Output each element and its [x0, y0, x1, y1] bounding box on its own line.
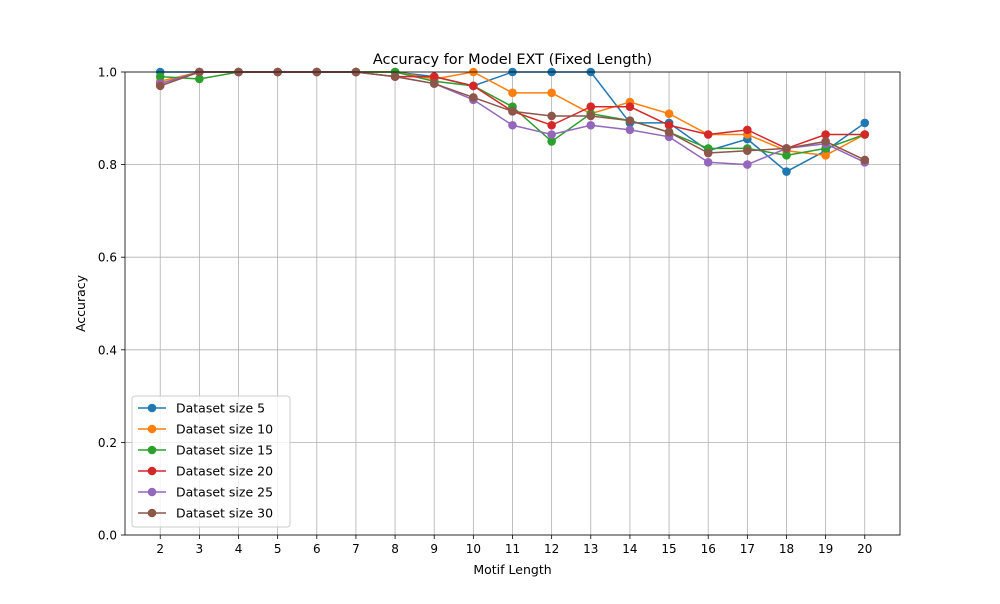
data-point: [782, 151, 791, 160]
data-point: [469, 81, 478, 91]
legend-label: Dataset size 5: [176, 401, 265, 416]
data-point: [821, 151, 830, 160]
legend-label: Dataset size 20: [176, 464, 273, 479]
x-tick-label: 7: [352, 542, 360, 556]
x-tick-label: 13: [583, 542, 598, 556]
x-tick-label: 2: [156, 542, 164, 556]
data-point: [743, 125, 752, 135]
data-point: [625, 125, 635, 135]
data-point: [429, 72, 439, 81]
legend-marker: [147, 487, 157, 497]
y-tick-label: 0.4: [98, 343, 117, 357]
data-point: [547, 88, 556, 98]
legend-item: Dataset size 20: [138, 464, 273, 479]
data-point: [860, 155, 870, 165]
data-point: [429, 79, 439, 88]
y-axis-label: Accuracy: [73, 274, 88, 332]
x-tick-label: 4: [235, 542, 243, 556]
x-tick-label: 8: [391, 542, 399, 556]
y-tick-label: 0.2: [98, 436, 117, 450]
x-tick-label: 6: [313, 542, 321, 556]
y-tick-label: 0.8: [98, 158, 117, 172]
data-point: [703, 130, 713, 139]
data-point: [586, 102, 596, 112]
plot-frame: [124, 71, 901, 536]
data-point: [664, 120, 674, 130]
x-tick-label: 17: [740, 542, 755, 556]
legend-marker: [147, 445, 157, 455]
y-tick-label: 0.0: [98, 529, 117, 543]
legend-item: Dataset size 15: [138, 443, 273, 458]
data-point: [155, 81, 165, 91]
legend-marker: [147, 403, 157, 413]
data-point: [860, 130, 870, 139]
data-point: [586, 120, 596, 130]
data-point: [547, 130, 556, 139]
data-point: [743, 146, 752, 156]
data-point: [390, 72, 400, 81]
legend-item: Dataset size 30: [138, 506, 273, 521]
data-point: [703, 148, 713, 158]
legend-label: Dataset size 10: [176, 422, 273, 437]
data-point: [508, 120, 517, 130]
x-tick-label: 12: [544, 542, 559, 556]
x-axis-label: Motif Length: [473, 562, 551, 577]
data-point: [625, 102, 635, 112]
x-tick-label: 19: [818, 542, 833, 556]
legend: Dataset size 5 Dataset size 10 Dataset siz…: [131, 395, 291, 528]
x-tick-label: 14: [622, 542, 637, 556]
legend-box: [131, 395, 291, 528]
data-point: [664, 127, 674, 137]
axes: 2 3 4 5 6 7 8 9 10 11 12 13 14 15 16 17 18 19 20 0.0 0.2 0.4 0…: [98, 66, 901, 556]
data-point: [469, 93, 478, 102]
data-point: [586, 111, 596, 121]
legend-item: Dataset size 10: [138, 422, 273, 437]
x-tick-label: 9: [430, 542, 438, 556]
x-tick-label: 16: [701, 542, 716, 556]
data-point: [155, 72, 165, 81]
data-point: [508, 107, 517, 116]
legend-item: Dataset size 25: [138, 485, 273, 500]
legend-marker: [147, 466, 157, 476]
data-point: [821, 137, 830, 146]
data-point: [821, 130, 830, 139]
legend-label: Dataset size 25: [176, 485, 273, 500]
data-point: [743, 160, 752, 169]
chart-title: Accuracy for Model EXT (Fixed Length): [373, 52, 652, 68]
data-point: [703, 157, 713, 167]
x-tick-label: 15: [661, 542, 676, 556]
legend-marker: [147, 508, 157, 518]
legend-label: Dataset size 15: [176, 443, 273, 458]
y-tick-label: 0.6: [98, 251, 117, 265]
x-tick-label: 20: [857, 542, 872, 556]
x-tick-label: 10: [466, 542, 481, 556]
y-tick-label: 1.0: [98, 66, 117, 80]
data-point: [547, 111, 556, 121]
x-tick-label: 18: [779, 542, 794, 556]
x-tick-label: 5: [274, 542, 282, 556]
data-point: [195, 74, 204, 84]
data-point: [547, 137, 556, 146]
x-tick-label: 3: [196, 542, 204, 556]
x-tick-label: 11: [505, 542, 520, 556]
data-point: [782, 144, 791, 153]
data-point: [782, 167, 791, 176]
legend-label: Dataset size 30: [176, 506, 273, 521]
data-point: [860, 118, 870, 128]
data-point: [625, 116, 635, 125]
data-point: [508, 88, 517, 98]
data-point: [547, 120, 556, 130]
data-point: [664, 109, 674, 118]
legend-marker: [147, 424, 157, 434]
legend-item: Dataset size 5: [138, 401, 265, 416]
